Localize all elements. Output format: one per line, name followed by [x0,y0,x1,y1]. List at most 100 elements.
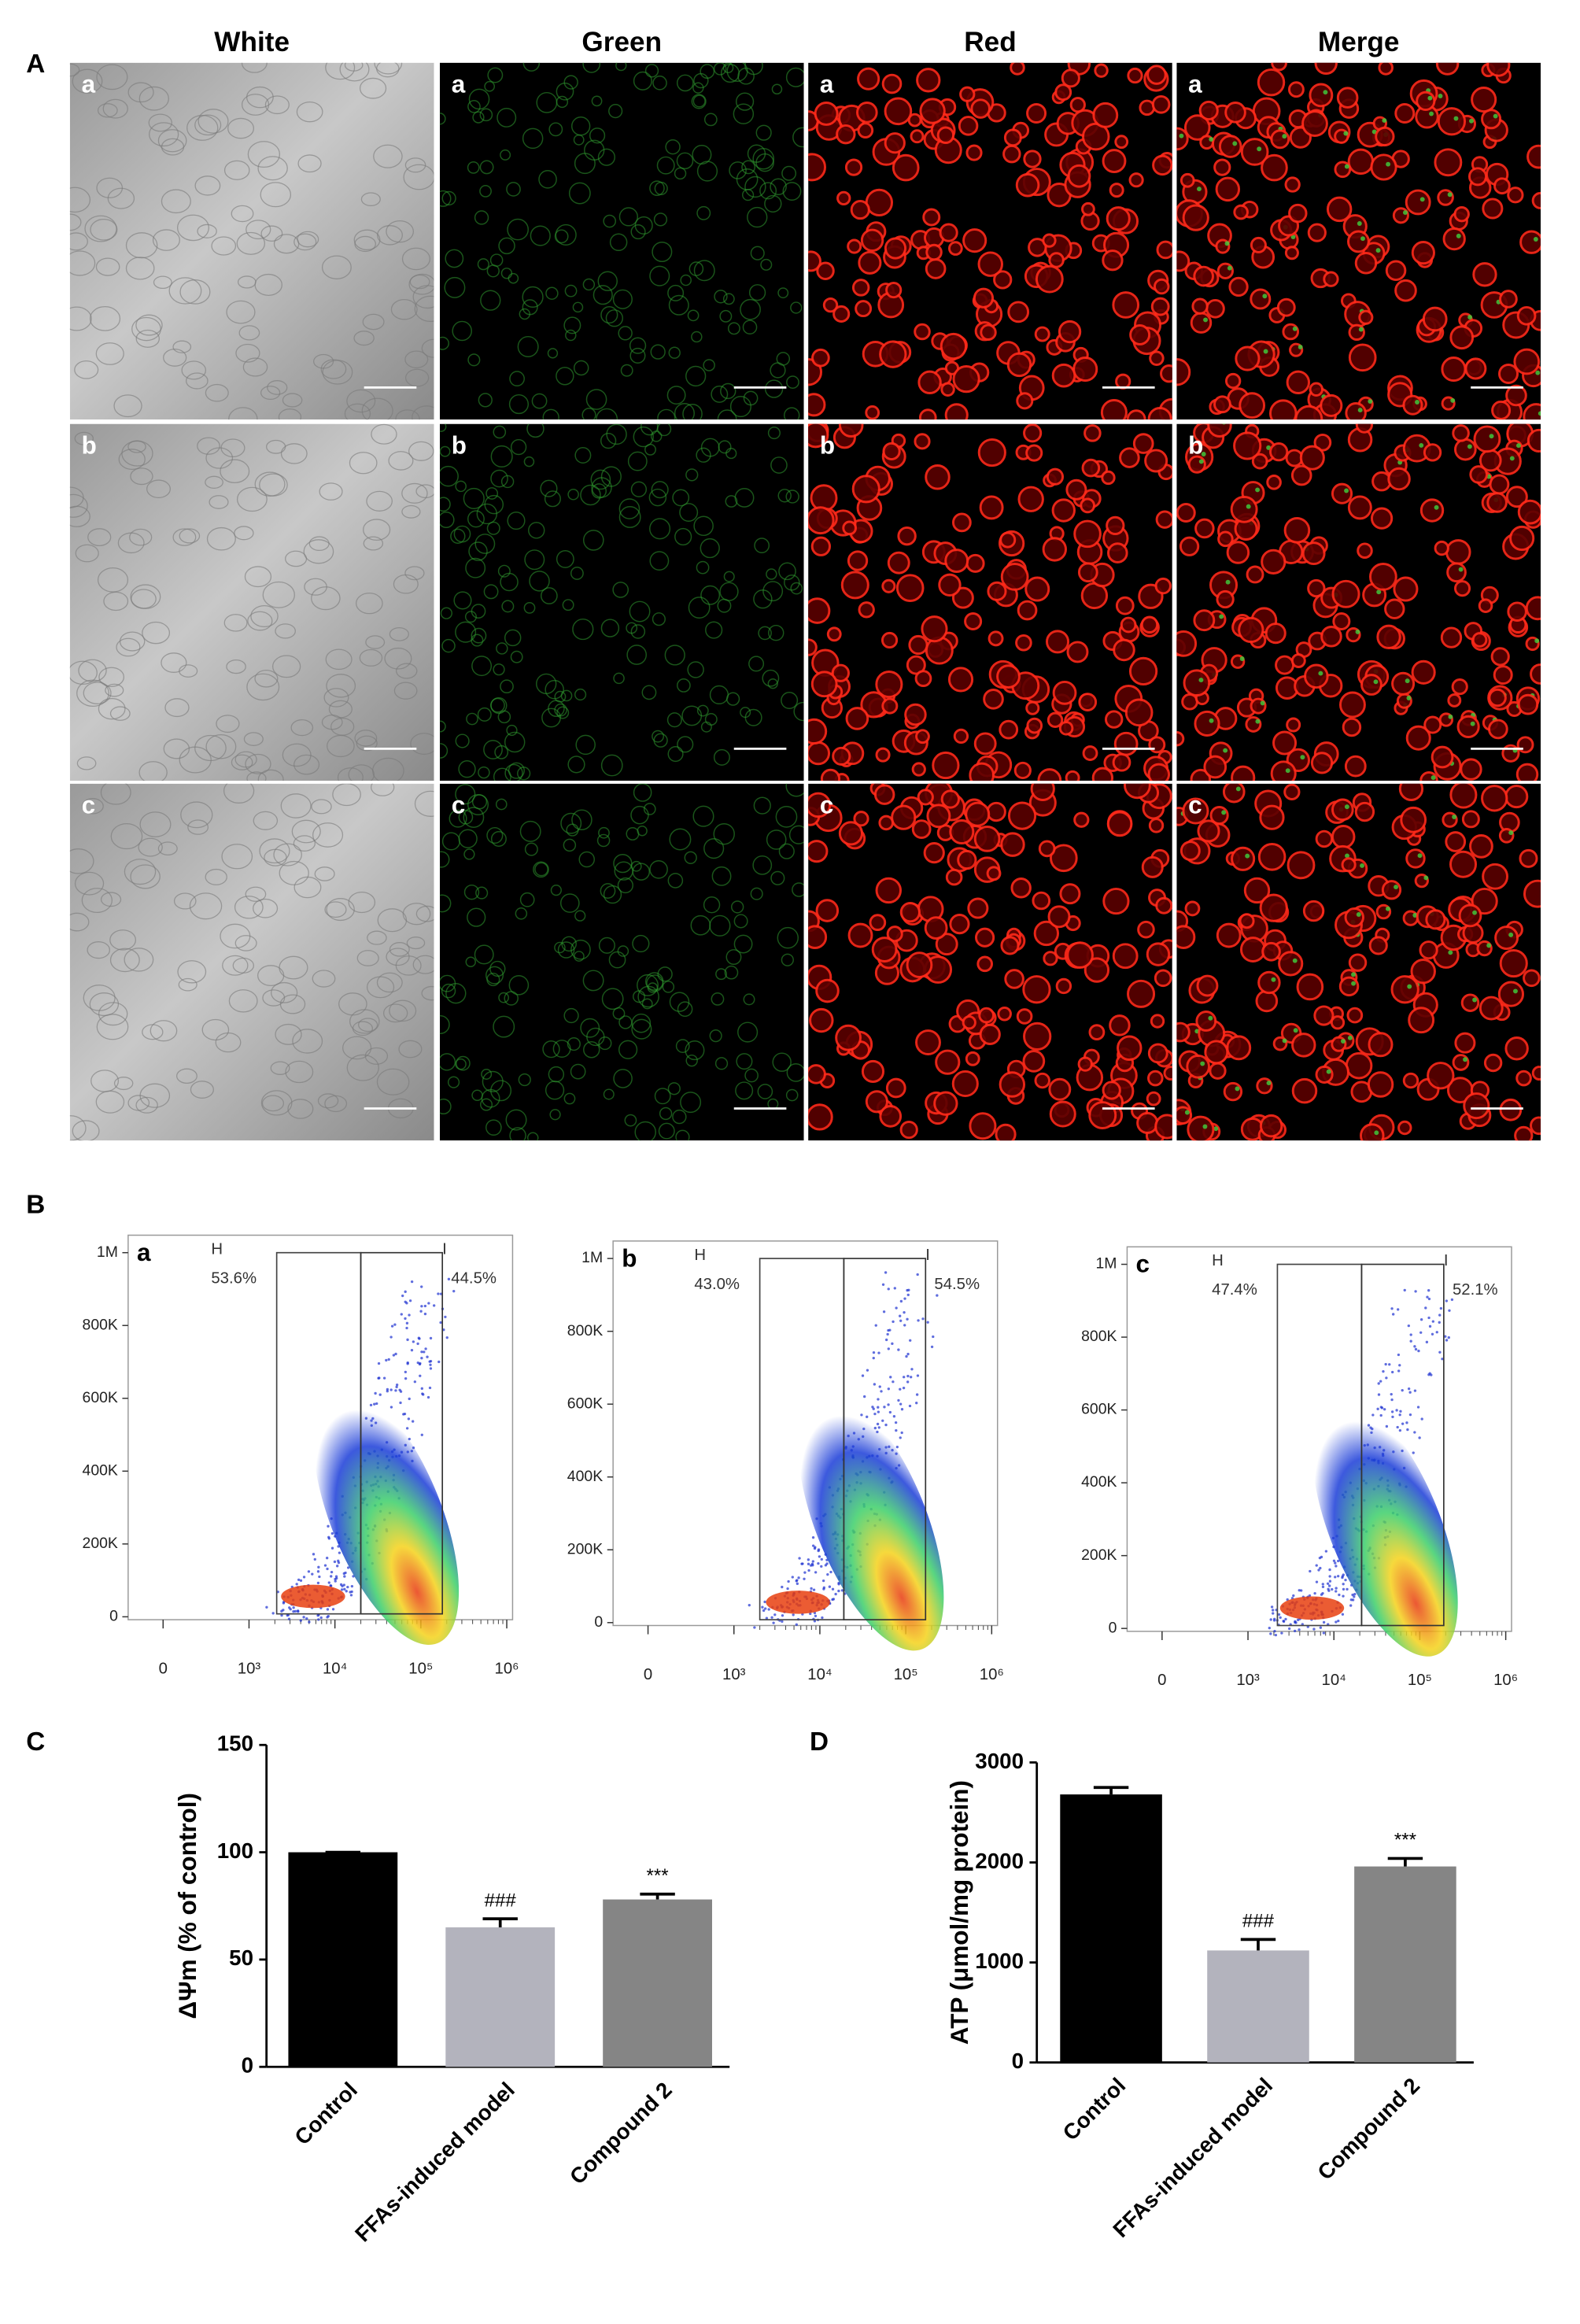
cell-outline [127,1095,150,1111]
cell-signal [1423,875,1429,881]
event-dot [1282,1620,1286,1624]
cell-outline [396,663,418,679]
cell-signal [506,724,518,737]
event-dot [1384,1362,1387,1366]
event-dot [1450,1298,1454,1302]
cell-signal [1077,1056,1093,1072]
event-dot [419,1374,422,1377]
event-dot [817,1548,821,1551]
cell-signal [964,612,983,631]
event-dot [1342,1587,1346,1591]
cell-signal [766,568,777,580]
cell-signal [1197,187,1202,192]
cell-signal [1347,495,1372,520]
event-dot [899,1436,902,1439]
cell-signal [596,833,611,848]
event-dot [772,1621,775,1624]
density-cloud [1312,1396,1458,1657]
cell-signal [542,408,559,420]
x-tick-label: 10³ [1236,1672,1260,1689]
cell-signal [1507,601,1527,622]
event-dot [393,1323,397,1326]
cell-signal [1452,1054,1470,1071]
event-dot [1322,1631,1326,1635]
cell-signal [1046,467,1065,486]
panel-label: B [26,1190,45,1219]
cell-signal [1499,949,1528,978]
cell-signal [838,423,864,438]
cell-signal [1419,442,1424,448]
cell-signal [836,124,856,145]
event-dot [872,1350,876,1354]
event-dot [903,1310,906,1314]
event-dot [917,1319,920,1322]
cell-signal [439,113,446,125]
cell-signal [815,978,840,1003]
event-dot [884,1338,888,1342]
cell-outline [312,822,344,848]
plot-label: a [137,1239,151,1266]
cell-signal [1269,442,1289,462]
cell-signal [865,1090,888,1114]
cell-outline [273,843,302,866]
event-dot [327,1581,330,1584]
event-dot [297,1610,300,1613]
cell-signal [1287,81,1305,98]
event-dot [1427,1316,1430,1320]
cell-signal [1354,801,1375,822]
event-dot [1398,1364,1401,1367]
cell-signal [591,483,607,499]
cell-signal [1073,811,1090,828]
cell-signal [871,937,898,962]
cell-signal [1102,1081,1121,1100]
cell-signal [1419,197,1425,202]
cell-outline [247,611,273,631]
cell-outline [234,935,257,951]
cell-signal [782,182,802,201]
cell-signal [1049,1100,1076,1128]
cell-signal [1082,745,1098,761]
event-dot [437,1360,441,1364]
cell-outline [146,479,172,499]
cell-signal [606,423,627,445]
cell-signal [565,329,577,342]
cell-signal [1434,504,1439,510]
cell-signal [781,165,797,181]
event-dot [909,1339,912,1342]
cell-signal [453,591,472,610]
cell-signal [1533,237,1538,242]
cell-signal [785,67,804,87]
cell-outline [366,976,395,999]
cell-signal [618,506,641,528]
cell-outline [138,837,163,857]
cell-outline [81,798,104,815]
cell-outline [148,113,172,132]
cell-signal [750,246,765,260]
cell-signal [1194,518,1215,539]
cell-signal [1385,260,1407,282]
row-label: a [82,71,96,98]
cell-signal [1348,343,1377,372]
cell-signal [561,936,577,952]
cell-signal [563,1092,576,1105]
cell-signal [1217,530,1234,548]
cell-signal [1519,230,1541,254]
cell-signal [1155,510,1172,529]
cell-signal [1419,940,1438,960]
cell-outline [366,490,393,512]
cell-outline [325,648,353,671]
cell-signal [1296,973,1324,1001]
cell-signal [1515,1070,1532,1087]
cell-signal [1065,478,1087,501]
event-dot [339,1583,343,1587]
cell-signal [1176,925,1196,949]
cell-signal [747,206,768,228]
cell-signal [1238,616,1264,644]
cell-signal [965,553,985,573]
cell-signal [478,393,493,408]
cell-signal [1427,1062,1455,1090]
cell-signal [1298,345,1303,349]
cell-signal [1195,1011,1217,1032]
event-dot [293,1609,297,1613]
cell-signal [1094,63,1109,78]
